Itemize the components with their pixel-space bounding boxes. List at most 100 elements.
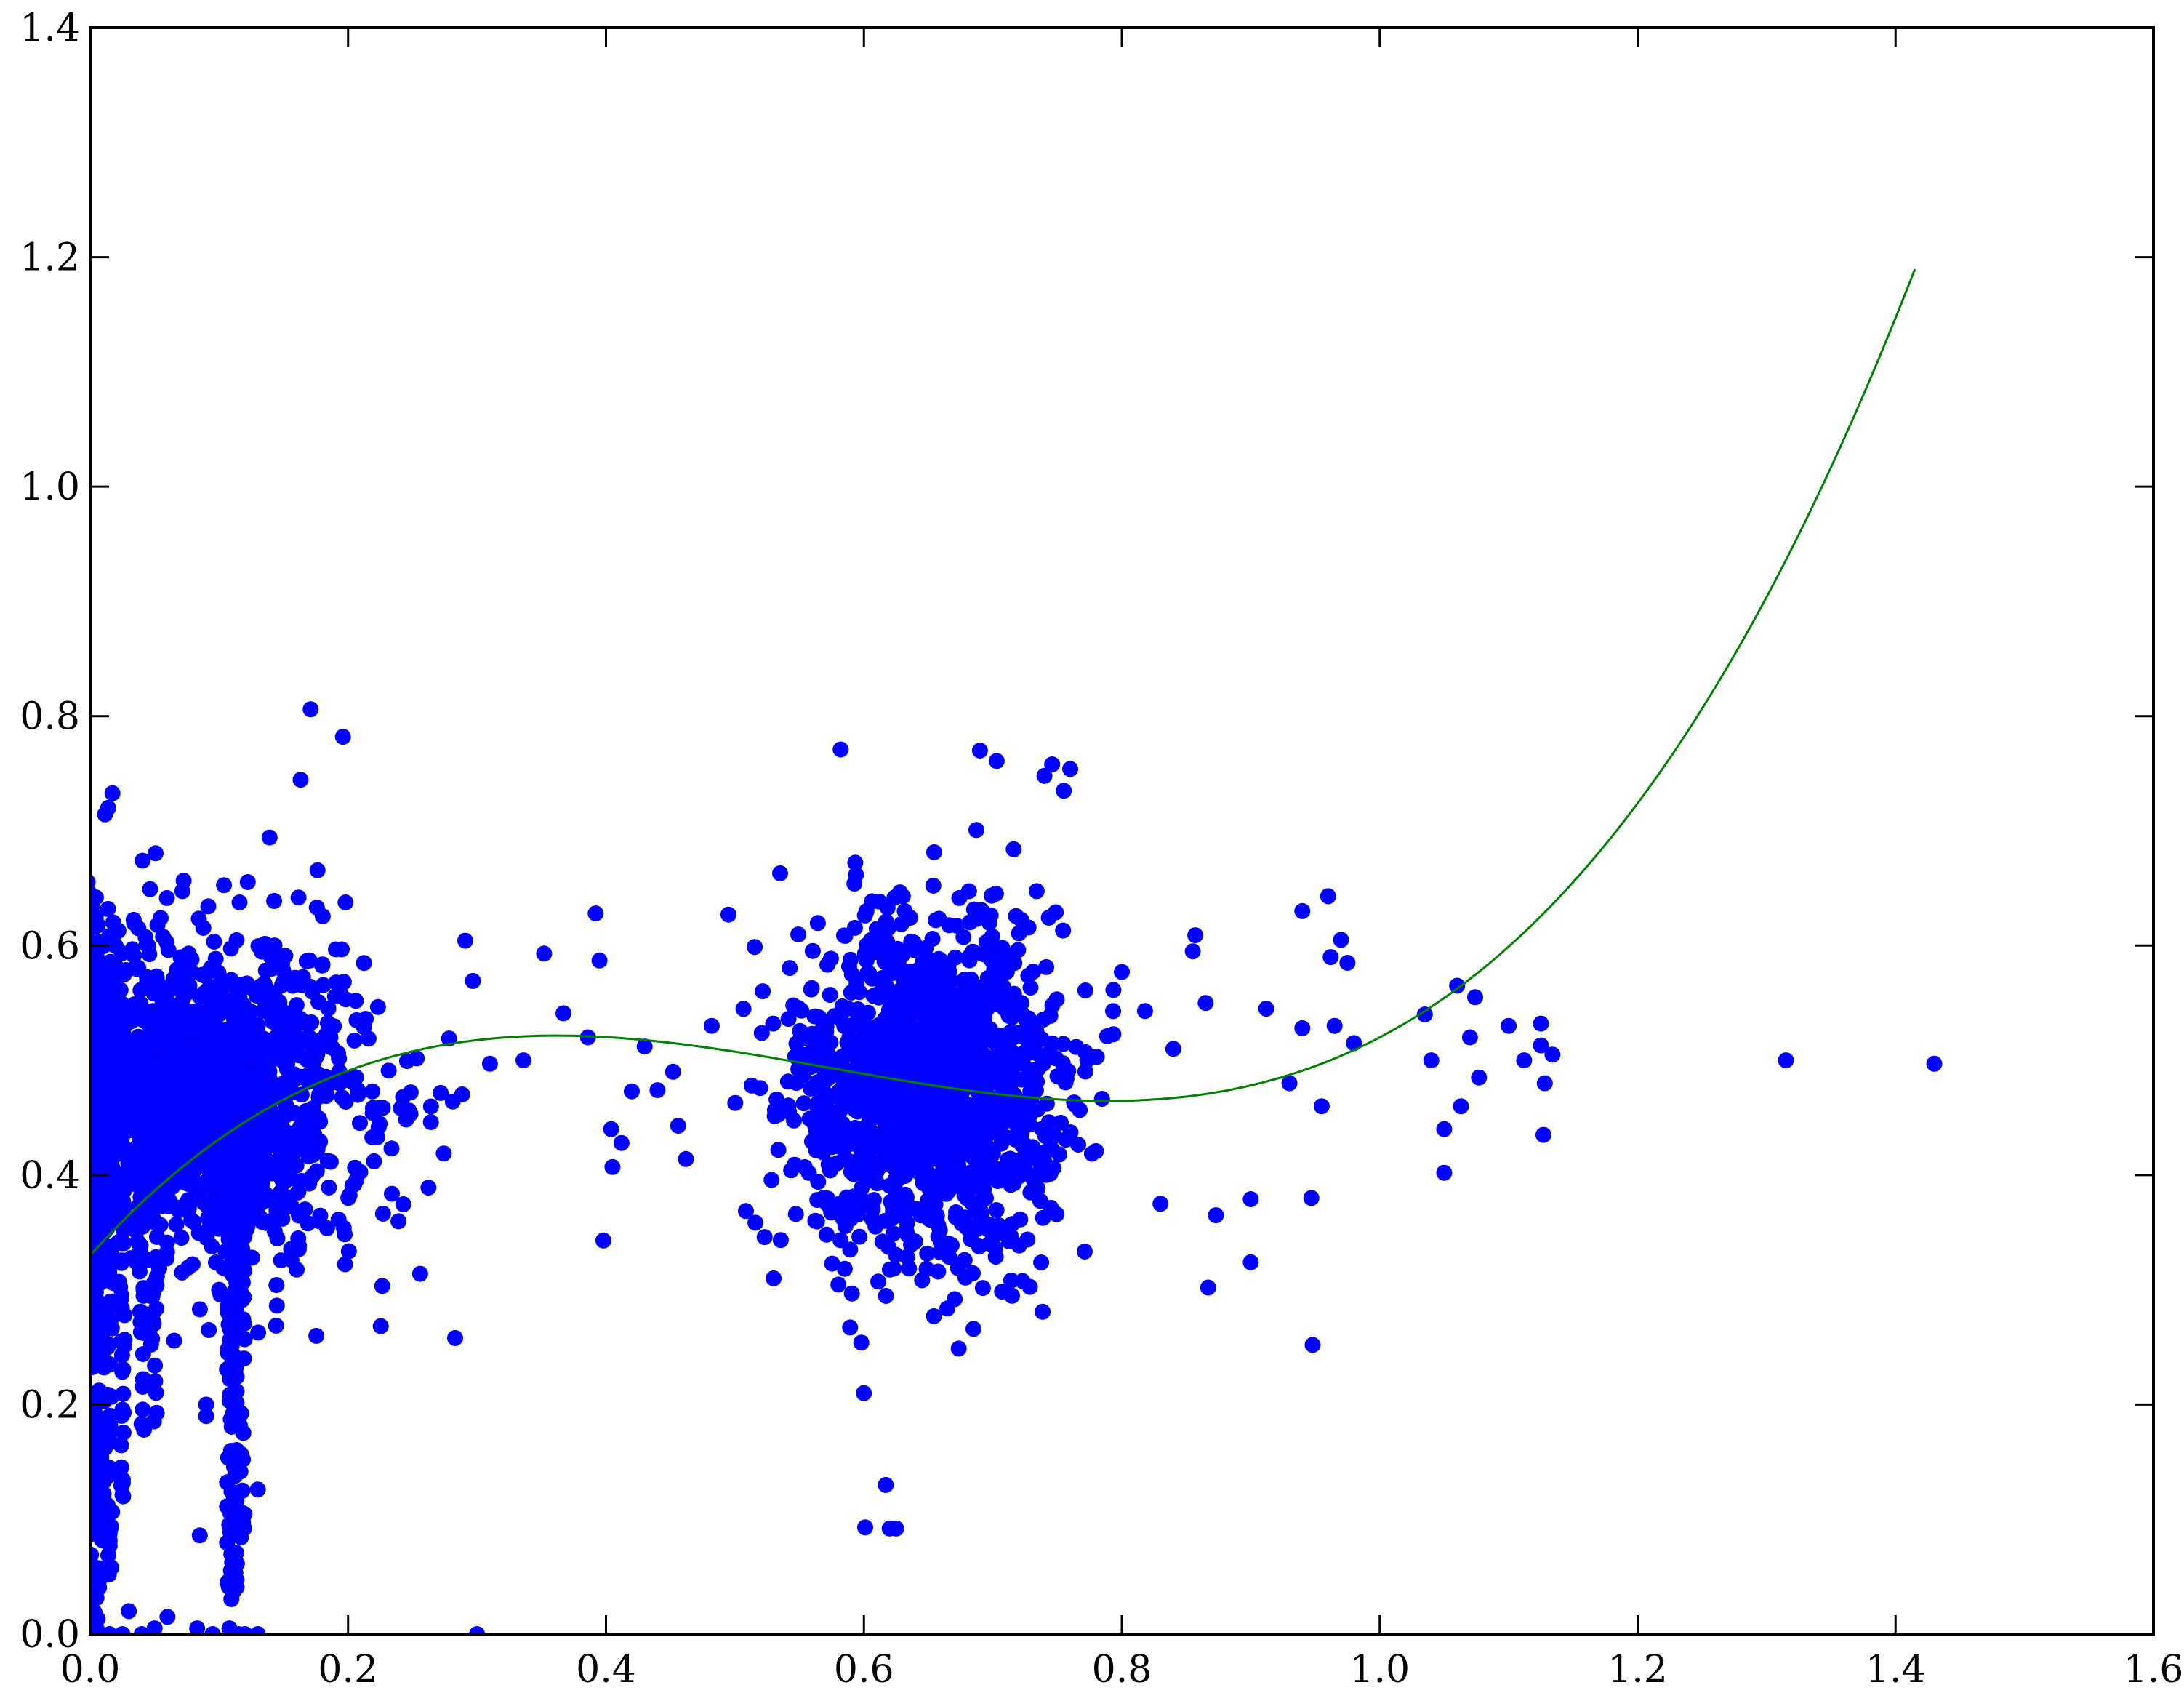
data-point (337, 894, 354, 910)
data-point (90, 942, 103, 959)
x-tick-label: 1.6 (2124, 1648, 2184, 1692)
data-point (1449, 977, 1466, 994)
data-point (888, 1520, 904, 1537)
data-point (766, 1108, 783, 1124)
data-point (234, 1274, 251, 1291)
data-point (941, 1121, 957, 1138)
data-point (1165, 1041, 1181, 1057)
data-point (839, 1034, 856, 1051)
data-point (915, 1029, 932, 1046)
data-point (837, 1218, 854, 1234)
data-point (126, 996, 142, 1012)
data-point (907, 1233, 923, 1250)
data-point (246, 1121, 263, 1137)
data-point (636, 1038, 653, 1055)
data-point (100, 1087, 116, 1104)
data-point (350, 1086, 366, 1103)
data-point (267, 1189, 284, 1206)
y-tick-label: 0.2 (20, 1383, 80, 1427)
data-point (1037, 1166, 1054, 1183)
data-point (113, 1333, 129, 1350)
data-point (278, 1052, 295, 1069)
data-point (312, 1113, 329, 1130)
data-point (173, 1230, 190, 1246)
data-point (858, 952, 875, 969)
data-point (950, 1340, 967, 1357)
data-point (90, 955, 105, 972)
data-point (469, 1626, 486, 1634)
data-point (848, 866, 864, 883)
data-point (1077, 982, 1093, 998)
data-point (899, 1202, 915, 1219)
data-point (310, 994, 327, 1011)
data-point (302, 952, 318, 969)
data-point (853, 1041, 870, 1057)
data-point (756, 1229, 773, 1246)
data-point (875, 946, 891, 962)
data-point (994, 1284, 1011, 1300)
data-point (286, 1032, 302, 1049)
data-point (814, 1144, 831, 1161)
data-point (965, 943, 981, 960)
data-point (261, 1070, 278, 1086)
data-point (743, 1077, 760, 1094)
data-point (158, 889, 175, 906)
data-point (145, 1413, 162, 1430)
data-point (1035, 1303, 1051, 1320)
data-point (803, 1027, 820, 1043)
data-point (1303, 1190, 1320, 1206)
data-point (1043, 1035, 1060, 1052)
data-point (132, 1055, 148, 1072)
data-point (1005, 1175, 1022, 1192)
data-point (291, 1207, 307, 1224)
data-point (917, 1160, 934, 1177)
data-point (1025, 1181, 1042, 1197)
data-point (587, 905, 604, 922)
data-point (770, 1142, 787, 1158)
data-point (1322, 949, 1339, 966)
data-point (1242, 1254, 1259, 1270)
data-point (99, 1054, 116, 1071)
data-point (225, 1557, 241, 1574)
data-point (398, 1053, 415, 1070)
data-point (649, 1082, 666, 1099)
data-point (1533, 1037, 1549, 1054)
data-point (864, 1201, 881, 1217)
data-point (1006, 955, 1023, 972)
data-point (116, 966, 132, 982)
data-point (1152, 1196, 1169, 1212)
data-point (985, 1033, 1002, 1050)
data-point (254, 1182, 270, 1199)
data-point (236, 1350, 252, 1367)
data-point (867, 1042, 884, 1059)
data-point (1281, 1075, 1298, 1092)
data-point (763, 1172, 780, 1188)
data-point (168, 1216, 185, 1233)
data-point (1011, 925, 1027, 942)
data-point (670, 1118, 686, 1134)
data-point (936, 1140, 952, 1157)
data-point (969, 1126, 985, 1143)
data-point (1088, 1142, 1104, 1159)
data-point (848, 1128, 864, 1145)
data-point (134, 1090, 150, 1107)
data-point (302, 701, 319, 718)
x-tick-label: 1.0 (1349, 1648, 1410, 1692)
x-tick-label: 0.6 (834, 1648, 894, 1692)
data-point (981, 915, 997, 931)
data-point (234, 1482, 251, 1499)
data-point (180, 1047, 197, 1064)
data-point (857, 1060, 874, 1076)
data-point (115, 1141, 132, 1158)
data-point (1048, 904, 1064, 921)
data-point (984, 928, 1000, 945)
data-point (755, 983, 771, 1000)
data-point (951, 889, 968, 906)
data-point (257, 962, 274, 979)
data-point (1093, 1091, 1110, 1107)
data-point (870, 1022, 886, 1038)
data-point (183, 1166, 200, 1182)
data-point (101, 1460, 118, 1476)
data-point (818, 1018, 835, 1035)
data-point (843, 1285, 860, 1302)
